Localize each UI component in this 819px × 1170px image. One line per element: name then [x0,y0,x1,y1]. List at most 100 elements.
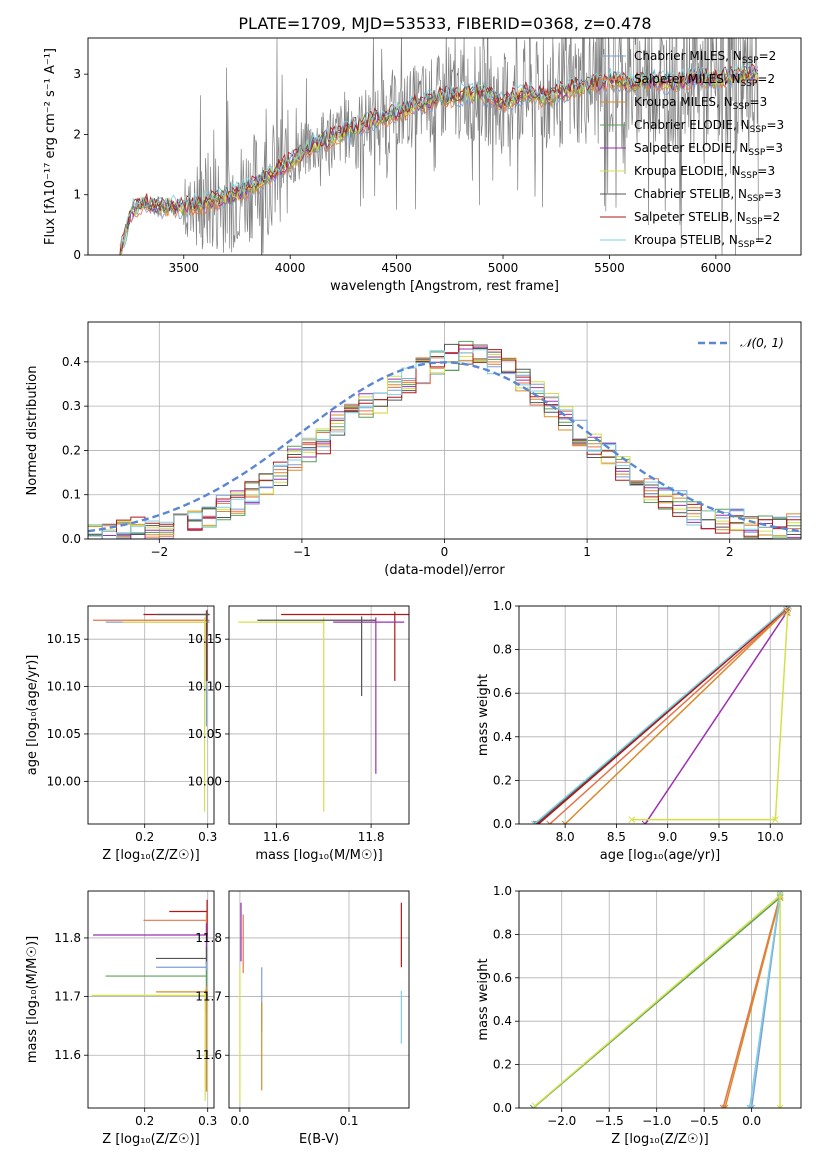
legend-entry: Kroupa MILES, NSSP=3 [634,95,767,112]
y-tick-label: 1.0 [493,599,512,613]
weight-line [644,612,788,824]
spectrum-frame [87,37,802,256]
legend-entry: Chabrier STELIB, NSSP=3 [634,187,782,204]
y-axis-label: Flux [fλ10⁻¹⁷ erg cm⁻² s⁻¹ A⁻¹] [43,48,58,245]
axes-age_vs_mass: 11.6 11.8 10.00 10.05 10.10 10.15 mass [log₁₀(… [188,605,410,863]
y-tick-label: 0.6 [493,686,512,700]
x-axis-label: E(B-V) [299,1132,339,1147]
weight-line [722,895,781,1108]
residuals-plot [88,340,801,539]
y-axis-label: mass weight [476,674,491,756]
x-tick-label: 9.5 [709,830,728,844]
legend-entry: Chabrier MILES, NSSP=2 [634,49,776,66]
x-axis-label: wavelength [Angstrom, rest frame] [330,279,559,294]
x-tick-label: 11.8 [358,830,385,844]
x-tick-label: 0.0 [742,1114,761,1128]
x-tick-label: −2 [150,545,168,559]
mass_vs_ebv-frame [228,890,410,1109]
x-tick-label: 4000 [275,261,306,275]
weight-marker [785,606,793,610]
weight-marker [746,1104,754,1108]
y-tick-label: 10.10 [47,680,81,694]
y-tick-label: 3 [73,67,81,81]
x-tick-label: −1.5 [595,1114,624,1128]
x-tick-label: 1 [583,545,591,559]
x-tick-label: 8.0 [556,830,575,844]
x-tick-label: 8.5 [607,830,626,844]
x-axis-label: mass [log₁₀(M/M☉)] [255,848,382,863]
x-tick-label: 0.1 [339,1114,358,1128]
weight-line [549,609,788,824]
weight-line [631,612,789,821]
x-tick-label: 3500 [169,261,200,275]
model-line-kroupa-stelib [119,61,759,246]
y-tick-label: 0.8 [493,643,512,657]
x-tick-label: −0.5 [690,1114,719,1128]
weight-marker [783,607,790,614]
y-tick-label: 10.15 [188,632,222,646]
weight-line [538,607,789,824]
y-tick-label: 0.4 [62,355,81,369]
age_vs_Z-frame [87,605,215,825]
x-tick-label: 10.0 [757,830,784,844]
y-tick-label: 10.10 [188,680,222,694]
x-axis-label: Z [log₁₀(Z/Z☉)] [102,848,199,863]
y-tick-label: 2 [73,127,81,141]
legend-entry: Chabrier ELODIE, NSSP=3 [634,118,784,135]
weight-marker [546,820,554,824]
weight-line [748,893,781,1108]
weight-line [533,606,790,824]
weight-marker [628,816,636,823]
x-tick-label: 6000 [701,261,732,275]
axes-residuals: −2 −1 0 1 2 0.0 0.1 0.2 0.3 0.4 (data-model)/error… [25,321,802,578]
x-tick-label: 4500 [381,261,412,275]
x-tick-label: 0.0 [230,1114,249,1128]
axes-spectrum: 3500 4000 4500 5000 5500 6000 0 1 2 3 wavelength [… [43,37,802,294]
legend-gaussian-label: 𝒩(0, 1) [740,336,784,350]
y-tick-label: 10.00 [47,774,81,788]
axes-age_vs_Z: 0.2 0.3 10.00 10.05 10.10 10.15 Z [log₁₀(Z/Z☉)… [25,605,217,863]
y-axis-label: age [log₁₀(age/yr)] [25,655,40,776]
axes-mass_vs_Z: 0.2 0.3 11.6 11.7 11.8 Z [log₁₀(Z/Z☉)] mass [l… [25,890,217,1147]
age_vs_mass-frame [228,605,410,825]
x-tick-label: 11.6 [263,830,290,844]
y-tick-label: 0.2 [493,773,512,787]
y-tick-label: 0.6 [493,971,512,985]
gaussian-curve [88,361,801,533]
legend-entry: Salpeter STELIB, NSSP=2 [634,210,780,227]
spectrum-legend: Chabrier MILES, NSSP=2 Salpeter MILES, NS… [600,49,784,250]
weight-marker [533,820,540,824]
x-tick-label: −2.0 [547,1114,576,1128]
x-tick-label: 9.0 [658,830,677,844]
y-axis-label: mass [log₁₀(M/M☉)] [25,936,40,1063]
y-tick-label: 0.0 [493,1101,512,1115]
y-tick-label: 11.7 [195,990,222,1004]
spectrum-plot [119,38,759,255]
mass_weight_vs_Z-frame [518,890,802,1109]
y-tick-label: 0.4 [493,730,512,744]
legend-entry: Kroupa ELODIE, NSSP=3 [634,164,775,181]
figure-title: PLATE=1709, MJD=53533, FIBERID=0368, z=0… [238,14,651,33]
mass_vs_Z-frame [87,890,215,1109]
y-tick-label: 0.8 [493,927,512,941]
x-axis-label: Z [log₁₀(Z/Z☉)] [102,1132,199,1147]
mass_vs_ebv-plot [239,902,402,1103]
weight-marker [783,609,790,616]
mass_weight_vs_age-plot [531,606,793,824]
weight-line [534,894,781,1107]
y-tick-label: 1.0 [493,884,512,898]
age_vs_Z-plot [93,609,210,812]
mass_vs_Z-plot [91,899,208,1101]
x-tick-label: 2 [726,545,734,559]
x-tick-label: −1 [293,545,311,559]
legend-entry: Kroupa STELIB, NSSP=2 [634,233,772,250]
x-tick-label: 0.3 [198,1114,217,1128]
y-tick-label: 11.8 [195,931,222,945]
mass_weight_vs_age-frame [518,605,802,825]
model-line-salpeter-stelib [119,63,759,255]
legend-entry: Salpeter MILES, NSSP=2 [634,72,775,89]
y-tick-label: 10.15 [47,632,81,646]
x-axis-label: age [log₁₀(age/yr)] [600,848,721,863]
x-tick-label: 0.2 [135,1114,154,1128]
